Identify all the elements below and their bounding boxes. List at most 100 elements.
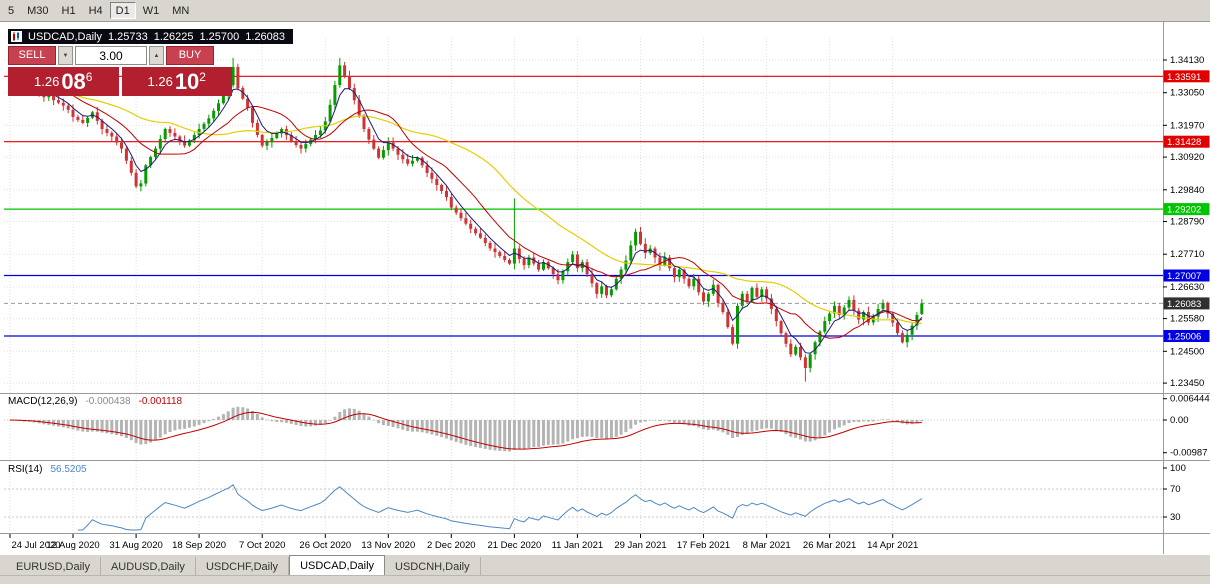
candle xyxy=(910,325,914,335)
chart-area[interactable]: 1.34130 1.33050 1.31970 1.30920 1.29840 1.287… xyxy=(0,22,1210,554)
date-axis-label: 29 Jan 2021 xyxy=(614,540,666,551)
chart-tab-usdchf[interactable]: USDCHF,Daily xyxy=(196,557,290,576)
candle xyxy=(517,248,521,260)
timeframe-button-mn[interactable]: MN xyxy=(166,2,195,19)
candle xyxy=(328,104,332,122)
candle xyxy=(750,287,754,302)
one-click-trading-panel: SELL ▼ ▲ BUY 1.26 08 6 1.26 10 2 xyxy=(8,46,232,96)
level-price-label: 1.25006 xyxy=(1167,332,1201,343)
macd-main-value: -0.000438 xyxy=(85,396,131,407)
candle xyxy=(401,154,405,160)
timeframe-button-w1[interactable]: W1 xyxy=(137,2,166,19)
macd-indicator-label: MACD(12,26,9) -0.000438 -0.001118 xyxy=(8,396,182,407)
candle xyxy=(100,120,104,129)
candle xyxy=(386,142,390,151)
candle xyxy=(343,65,347,76)
rsi-axis-label: 30 xyxy=(1170,512,1181,523)
chart-tab-usdcad[interactable]: USDCAD,Daily xyxy=(289,555,386,576)
candle xyxy=(377,148,381,158)
timeframe-button-m30[interactable]: M30 xyxy=(21,2,54,19)
candle xyxy=(852,299,856,311)
timeframe-button-5[interactable]: 5 xyxy=(2,2,20,19)
candle xyxy=(464,218,468,224)
candle xyxy=(736,305,739,344)
timeframe-button-h1[interactable]: H1 xyxy=(56,2,82,19)
rsi-indicator-label: RSI(14) 56.5205 xyxy=(8,464,87,475)
sell-price-pips: 08 xyxy=(61,68,86,94)
candle xyxy=(294,141,298,145)
price-axis-label: 1.31970 xyxy=(1170,120,1204,131)
current-price-label: 1.26083 xyxy=(1167,299,1201,310)
volume-input[interactable] xyxy=(75,46,147,65)
candle xyxy=(357,100,361,116)
candle xyxy=(542,262,545,270)
candle xyxy=(658,257,662,266)
candle xyxy=(86,117,90,123)
candle xyxy=(828,313,832,322)
buy-price-point: 2 xyxy=(199,70,206,84)
candle xyxy=(173,132,177,137)
sell-button[interactable]: SELL xyxy=(8,46,56,65)
candle xyxy=(120,142,123,149)
price-axis-label: 1.24500 xyxy=(1170,346,1204,357)
date-axis-label: 14 Apr 2021 xyxy=(867,540,918,551)
ohlc-high: 1.26225 xyxy=(153,30,194,43)
candle xyxy=(488,243,492,249)
date-axis-label: 12 Aug 2020 xyxy=(46,540,99,551)
chart-tab-audusd[interactable]: AUDUSD,Daily xyxy=(101,557,196,576)
candle xyxy=(299,145,303,149)
buy-price-display[interactable]: 1.26 10 2 xyxy=(121,67,232,96)
sell-price-point: 6 xyxy=(85,70,93,84)
price-axis-label: 1.27710 xyxy=(1170,249,1204,260)
date-axis-label: 7 Oct 2020 xyxy=(239,540,285,551)
sell-price-display[interactable]: 1.26 08 6 xyxy=(8,67,119,96)
timeframe-button-d1[interactable]: D1 xyxy=(109,2,136,19)
candle xyxy=(609,289,613,296)
candle xyxy=(905,334,909,343)
chart-tab-eurusd[interactable]: EURUSD,Daily xyxy=(6,557,101,576)
candle xyxy=(639,231,642,244)
rsi-name: RSI(14) xyxy=(8,464,43,475)
candle xyxy=(760,289,764,297)
candle xyxy=(139,183,143,187)
candle xyxy=(231,67,235,86)
timeframe-button-h4[interactable]: H4 xyxy=(83,2,109,19)
chevron-up-icon: ▲ xyxy=(153,52,160,59)
price-axis: 1.34130 1.33050 1.31970 1.30920 1.29840 1.287… xyxy=(1163,55,1210,523)
candle xyxy=(275,133,279,138)
chevron-down-icon: ▼ xyxy=(62,52,69,59)
volume-increase-button[interactable]: ▲ xyxy=(149,46,164,65)
candle xyxy=(348,76,351,89)
candle xyxy=(619,269,623,279)
candle xyxy=(784,333,788,344)
candle xyxy=(425,165,429,173)
candle xyxy=(672,268,676,278)
rsi-value: 56.5205 xyxy=(50,464,87,475)
candle xyxy=(881,302,885,309)
candle xyxy=(833,305,836,314)
macd-signal-line xyxy=(9,411,922,450)
candle xyxy=(76,116,80,120)
candle xyxy=(459,212,463,219)
rsi-axis-label: 70 xyxy=(1170,484,1181,495)
candle xyxy=(411,160,414,164)
candle xyxy=(81,119,85,123)
candle xyxy=(721,302,725,312)
buy-button[interactable]: BUY xyxy=(166,46,214,65)
candle xyxy=(61,102,65,106)
price-axis-label: 1.33050 xyxy=(1170,88,1204,99)
volume-decrease-button[interactable]: ▼ xyxy=(58,46,73,65)
chart-tab-usdcnh[interactable]: USDCNH,Daily xyxy=(385,557,481,576)
candle xyxy=(187,140,191,146)
candle xyxy=(731,327,735,344)
candle xyxy=(483,237,487,243)
candle xyxy=(338,65,342,86)
candle xyxy=(590,274,594,284)
candle xyxy=(527,257,531,266)
price-axis-label: 1.34130 xyxy=(1170,55,1204,66)
chart-window: 1.34130 1.33050 1.31970 1.30920 1.29840 1.287… xyxy=(0,22,1210,554)
candle xyxy=(755,287,759,297)
candle xyxy=(726,312,730,328)
candle xyxy=(842,307,846,315)
